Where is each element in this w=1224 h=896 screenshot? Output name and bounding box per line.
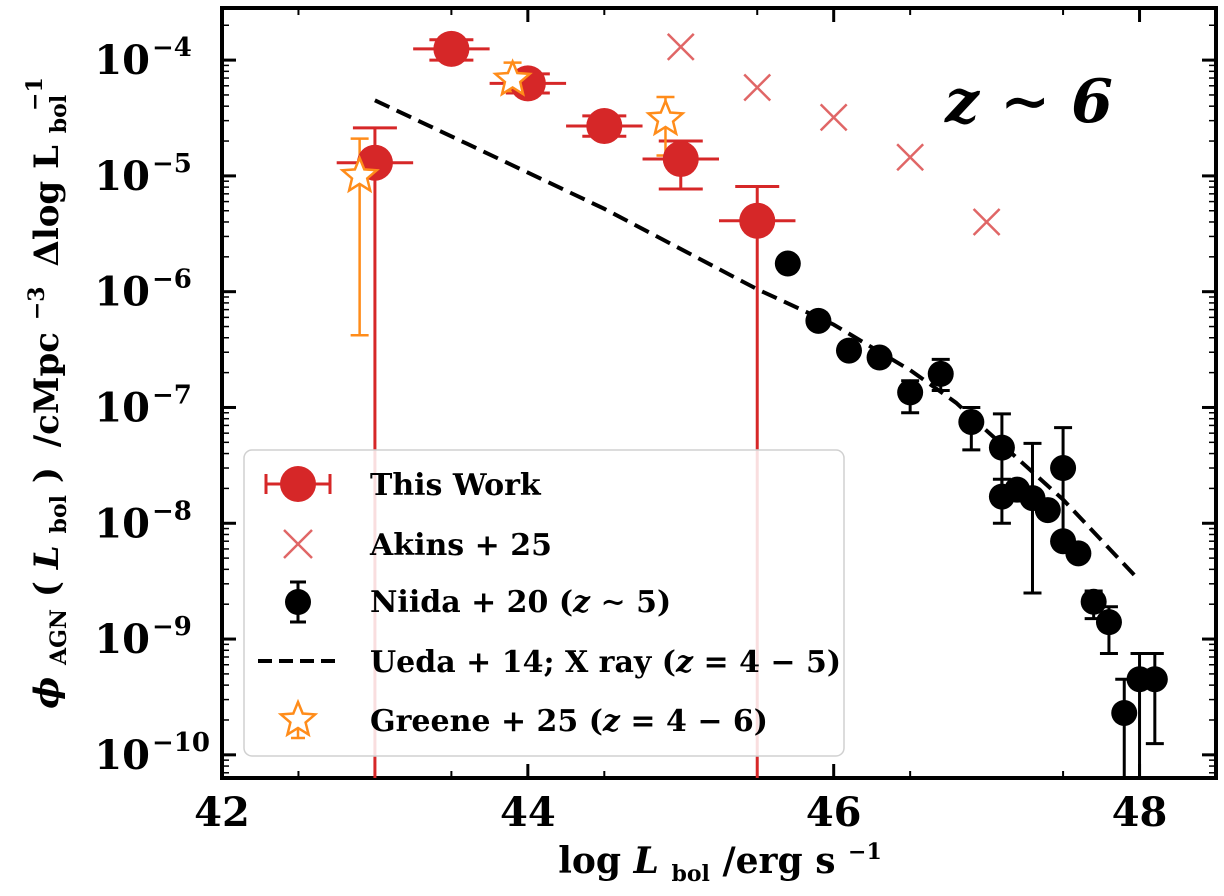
niida-point	[988, 434, 1015, 461]
akins-point	[972, 208, 1001, 236]
y-tick-exponent: −5	[152, 149, 192, 179]
x-tick-label: 46	[806, 789, 862, 836]
akins-point	[666, 33, 695, 61]
this-work-point	[739, 202, 776, 239]
y-tick-exponent: −4	[152, 33, 192, 63]
this-work-point	[433, 30, 470, 67]
greene-point	[492, 58, 533, 97]
legend-marker-akins	[283, 529, 313, 559]
y-axis-label: ϕ AGN ( L bol ) /cMpc −3 Δlog L bol −1	[13, 77, 75, 709]
legend-marker-greene	[277, 698, 319, 738]
akins-point	[743, 73, 772, 102]
niida-point	[1080, 588, 1107, 615]
y-tick-exponent: −9	[152, 612, 192, 642]
legend: This Work Akins + 25 Niida + 20 (z ∼ 5) …	[243, 449, 845, 757]
niida-point	[1095, 609, 1122, 636]
this-work-point	[662, 140, 699, 177]
legend-entry-ueda: Ueda + 14; X ray (z = 4 − 5)	[258, 645, 841, 680]
legend-entry-niida: Niida + 20 (z ∼ 5)	[285, 580, 671, 624]
y-tick-label: 10	[94, 153, 150, 200]
y-tick-label: 10	[94, 732, 150, 779]
y-tick-exponent: −6	[152, 265, 192, 295]
y-tick-exponent: −8	[152, 496, 192, 526]
legend-label-akins: Akins + 25	[369, 528, 552, 563]
y-tick-label: 10	[94, 384, 150, 431]
y-tick-label: 10	[94, 269, 150, 316]
x-axis-label: log L bol /erg s −1	[558, 839, 882, 890]
y-tick-label: 10	[94, 616, 150, 663]
niida-point	[927, 360, 954, 387]
y-tick-exponent: −10	[152, 728, 210, 758]
x-tick-label: 44	[500, 789, 556, 836]
legend-marker-this-work	[280, 466, 316, 502]
niida-point	[835, 337, 862, 364]
y-tick-label: 10	[94, 500, 150, 547]
akins-stroke	[972, 208, 1001, 236]
niida-point	[958, 408, 985, 435]
akins-stroke	[819, 103, 848, 132]
niida-point	[1050, 455, 1077, 482]
legend-label-niida: Niida + 20 (z ∼ 5)	[370, 585, 671, 620]
legend-label-greene: Greene + 25 (z = 4 − 6)	[370, 704, 768, 739]
niida-point	[774, 250, 801, 277]
akins-stroke	[896, 143, 925, 172]
niida-point	[897, 379, 924, 406]
y-tick-label: 10	[94, 37, 150, 84]
niida-point	[1111, 699, 1138, 726]
legend-label-this-work: This Work	[370, 468, 542, 503]
y-tick-exponent: −7	[152, 380, 192, 410]
niida-point	[866, 344, 893, 371]
legend-entry-akins: Akins + 25	[283, 528, 552, 563]
redshift-annotation: z ∼ 6	[944, 67, 1113, 137]
niida-point	[1141, 666, 1168, 693]
x-tick-label: 42	[194, 789, 250, 836]
niida-point	[1065, 540, 1092, 567]
akins-point	[896, 143, 925, 172]
akins-stroke	[666, 33, 695, 61]
x-tick-label: 48	[1112, 789, 1168, 836]
niida-point	[805, 307, 832, 334]
greene-point	[339, 154, 380, 194]
akins-point	[819, 103, 848, 132]
markers-layer	[339, 30, 1168, 726]
legend-entry-greene: Greene + 25 (z = 4 − 6)	[277, 698, 768, 740]
legend-marker-niida	[285, 589, 311, 615]
this-work-point	[586, 107, 623, 144]
greene-point	[645, 97, 686, 137]
legend-box	[243, 449, 845, 757]
niida-point	[1034, 497, 1061, 524]
legend-entry-this-work: This Work	[264, 466, 542, 503]
legend-label-ueda: Ueda + 14; X ray (z = 4 − 5)	[370, 645, 841, 680]
akins-stroke	[743, 73, 772, 102]
